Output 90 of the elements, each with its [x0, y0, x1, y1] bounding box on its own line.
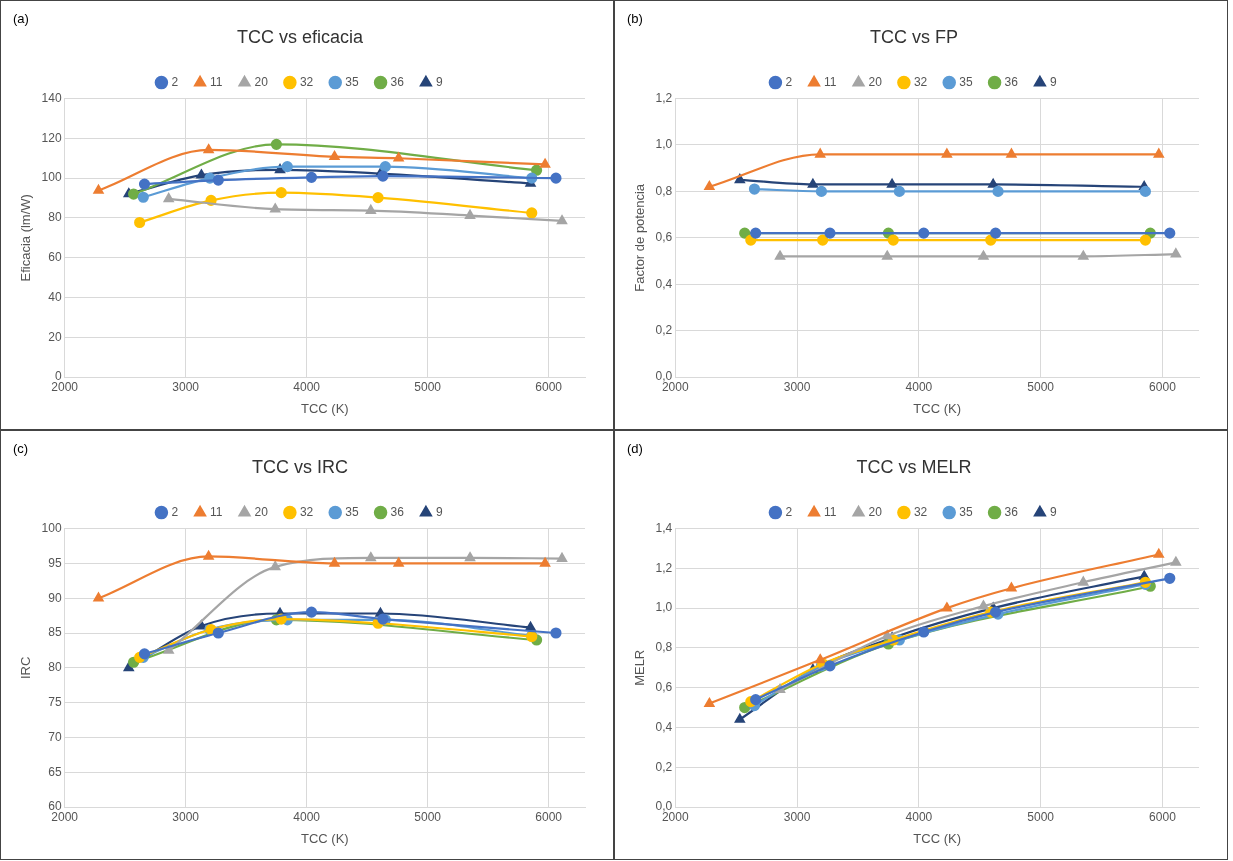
- y-tick-label: 140: [41, 90, 62, 105]
- text: (c): [13, 441, 29, 456]
- x-axis-title: TCC (K): [300, 400, 349, 416]
- x-tick-label: 3000: [172, 809, 200, 824]
- chart-title: TCC vs IRC: [252, 456, 348, 477]
- y-tick-label: 70: [48, 729, 62, 744]
- x-axis-title: TCC (K): [300, 830, 349, 846]
- legend-label: 35: [345, 504, 359, 519]
- legend-label: 2: [171, 504, 179, 519]
- x-tick-label: 2000: [51, 379, 79, 394]
- y-axis-title: MELR: [632, 649, 648, 686]
- y-tick-label: 95: [48, 555, 62, 570]
- y-axis-title: Factor de potencia: [632, 183, 648, 292]
- x-tick-label: 4000: [293, 379, 321, 394]
- x-tick-label: 5000: [414, 379, 442, 394]
- y-tick-label: 1,4: [655, 520, 673, 535]
- y-tick-label: 60: [48, 250, 62, 264]
- x-tick-label: 6000: [1149, 379, 1177, 394]
- chart-title: TCC vs FP: [870, 26, 958, 47]
- y-tick-label: 20: [48, 329, 62, 344]
- y-tick-label: 0,4: [655, 276, 673, 291]
- x-tick-label: 5000: [1027, 809, 1055, 824]
- legend-label: 2: [785, 504, 793, 519]
- y-axis-title: IRC: [18, 656, 34, 679]
- x-tick-label: 4000: [293, 809, 321, 824]
- legend-label: 11: [824, 504, 837, 519]
- text: (a): [13, 11, 29, 26]
- x-tick-label: 5000: [414, 809, 442, 824]
- legend-label: 36: [1004, 504, 1019, 519]
- legend-label: 9: [435, 504, 443, 519]
- legend-label: 35: [959, 74, 973, 89]
- legend-label: 11: [210, 504, 223, 519]
- chart-title: TCC vs eficacia: [236, 26, 364, 47]
- y-tick-label: 0,2: [655, 759, 673, 774]
- legend-label: 36: [390, 504, 405, 519]
- legend-label: 11: [210, 74, 223, 89]
- legend-label: 32: [913, 504, 928, 519]
- y-tick-label: 120: [41, 130, 62, 145]
- legend-label: 36: [390, 74, 405, 89]
- legend-label: 20: [254, 504, 269, 519]
- x-tick-label: 6000: [1149, 809, 1177, 824]
- legend-label: 2: [785, 74, 793, 89]
- x-tick-label: 6000: [535, 809, 563, 824]
- x-tick-label: 4000: [905, 809, 933, 824]
- x-tick-label: 5000: [1027, 379, 1055, 394]
- text: (b): [627, 11, 643, 26]
- y-tick-label: 1,2: [655, 90, 673, 105]
- y-axis-title: Eficacia (lm/W): [18, 194, 34, 282]
- y-tick-label: 1,0: [655, 600, 673, 615]
- legend-label: 32: [913, 74, 928, 89]
- x-tick-label: 6000: [535, 379, 563, 394]
- y-tick-label: 0,2: [655, 322, 673, 337]
- y-tick-label: 0,8: [655, 183, 673, 198]
- y-tick-label: 0,4: [655, 719, 673, 734]
- text: (d): [627, 441, 643, 456]
- legend-label: 35: [959, 504, 973, 519]
- y-tick-label: 80: [48, 660, 62, 675]
- legend-label: 32: [299, 74, 314, 89]
- x-axis-title: TCC (K): [913, 830, 961, 846]
- legend-label: 2: [171, 74, 179, 89]
- y-tick-label: 90: [48, 590, 62, 605]
- y-tick-label: 0,6: [655, 230, 673, 245]
- chart-title: TCC vs MELR: [856, 456, 972, 477]
- legend-label: 36: [1004, 74, 1019, 89]
- y-tick-label: 80: [48, 210, 62, 225]
- legend-label: 9: [1049, 74, 1057, 89]
- legend-label: 20: [868, 504, 883, 519]
- x-tick-label: 3000: [172, 379, 200, 394]
- y-tick-label: 40: [48, 289, 62, 304]
- x-axis-title: TCC (K): [913, 400, 961, 416]
- legend-label: 35: [345, 74, 359, 89]
- y-tick-label: 85: [48, 625, 62, 640]
- legend-label: 9: [435, 74, 443, 89]
- y-tick-label: 100: [41, 520, 62, 535]
- y-tick-label: 0,6: [655, 680, 673, 694]
- y-tick-label: 0,8: [655, 640, 673, 655]
- legend-label: 20: [254, 74, 269, 89]
- x-tick-label: 3000: [783, 809, 811, 824]
- y-tick-label: 75: [48, 694, 62, 709]
- y-tick-label: 1,0: [655, 137, 673, 152]
- x-tick-label: 4000: [905, 379, 933, 394]
- legend-label: 32: [299, 504, 314, 519]
- x-tick-label: 2000: [51, 809, 79, 824]
- y-tick-label: 1,2: [655, 560, 673, 575]
- legend-label: 20: [868, 74, 883, 89]
- y-tick-label: 65: [48, 764, 62, 779]
- x-tick-label: 3000: [783, 379, 811, 394]
- y-tick-label: 100: [41, 170, 62, 185]
- legend-label: 11: [824, 74, 837, 89]
- legend-label: 9: [1049, 504, 1057, 519]
